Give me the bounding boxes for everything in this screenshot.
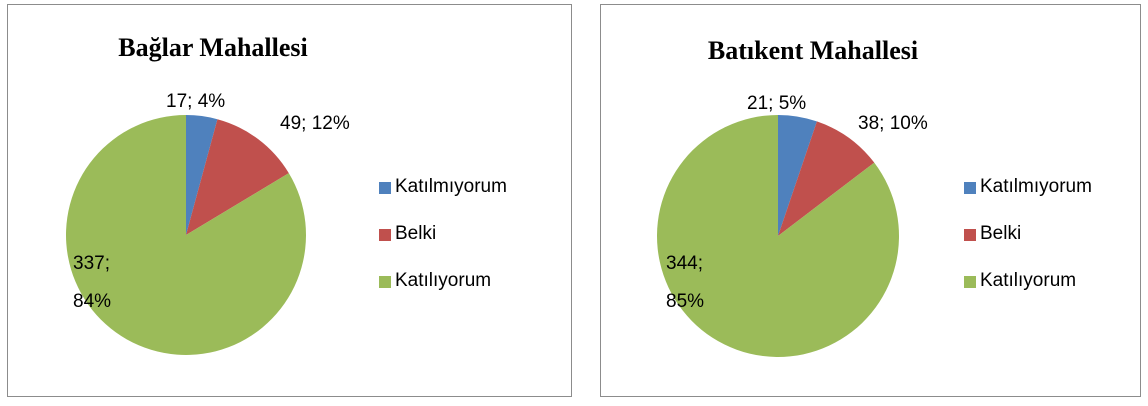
legend-label: Katılıyorum xyxy=(980,270,1077,291)
data-label: 49; 12% xyxy=(280,113,350,134)
legend-swatch xyxy=(379,182,391,194)
legend-label: Katılıyorum xyxy=(395,270,492,291)
data-label: 17; 4% xyxy=(166,91,226,112)
chart: Bağlar Mahallesi 17; 4% 49; 12% 337; 84% Kat… xyxy=(7,4,572,397)
data-label: 21; 5% xyxy=(747,93,807,114)
legend-swatch xyxy=(964,229,976,241)
legend-swatch xyxy=(379,229,391,241)
pie xyxy=(66,115,306,355)
legend-label: Katılmıyorum xyxy=(395,176,507,197)
legend-label: Belki xyxy=(980,223,1022,244)
pie-slice xyxy=(778,115,817,236)
data-label: 38; 10% xyxy=(858,113,928,134)
legend-swatch xyxy=(964,182,976,194)
legend-label: Katılmıyorum xyxy=(980,176,1092,197)
chart-title: Batıkent Mahallesi xyxy=(707,36,919,65)
pie-slice xyxy=(186,115,218,235)
pie xyxy=(657,115,899,358)
data-label: 344; 85% xyxy=(666,253,705,312)
legend-swatch xyxy=(379,276,391,288)
pie-slice xyxy=(186,119,289,235)
data-label: 337; 84% xyxy=(73,253,112,312)
legend-swatch xyxy=(964,276,976,288)
pie-slice xyxy=(66,115,306,355)
pie-slice xyxy=(657,115,899,358)
chart-title: Bağlar Mahallesi xyxy=(118,33,308,62)
chart: Batıkent Mahallesi 21; 5% 38; 10% 344; 85% K… xyxy=(600,4,1141,397)
pie-slice xyxy=(778,121,875,236)
legend-label: Belki xyxy=(395,223,437,244)
